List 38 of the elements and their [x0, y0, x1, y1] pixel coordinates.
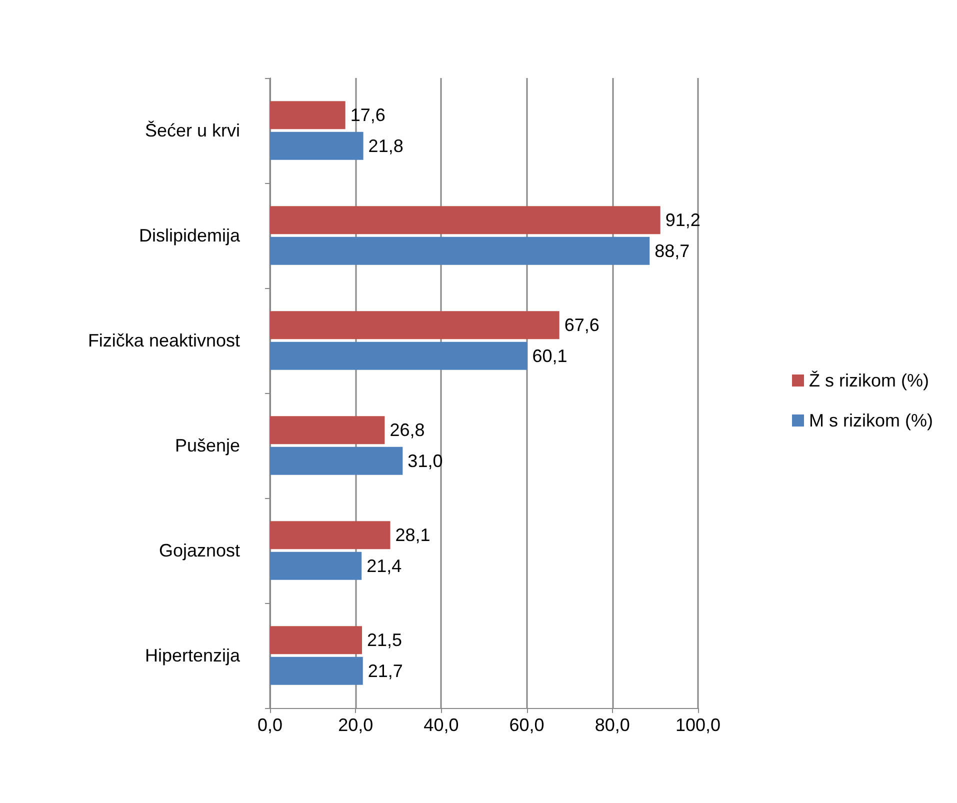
bar — [270, 101, 346, 130]
bar — [270, 521, 390, 550]
x-tick-label: 60,0 — [509, 715, 544, 735]
bar — [270, 626, 362, 654]
data-label: 21,8 — [368, 136, 404, 156]
data-label: 67,6 — [564, 315, 600, 336]
y-tick-label: Hipertenzija — [144, 646, 241, 666]
x-tick-label: 80,0 — [594, 715, 630, 735]
bar — [270, 342, 528, 370]
y-tick-label: Pušenje — [174, 436, 240, 456]
bar — [270, 656, 363, 685]
bar — [270, 446, 403, 475]
legend-label: M s rizikom (%) — [809, 410, 934, 430]
data-label: 91,2 — [665, 210, 700, 230]
bar — [270, 206, 660, 234]
y-tick-label: Šećer u krvi — [144, 120, 240, 140]
data-label: 60,1 — [532, 346, 568, 366]
x-tick-label: 40,0 — [424, 715, 459, 735]
data-label: 21,5 — [367, 630, 402, 650]
y-tick-label: Fizička neaktivnost — [88, 330, 240, 350]
bar — [270, 132, 364, 160]
bar — [270, 552, 362, 580]
bar — [270, 311, 560, 340]
bar — [270, 236, 650, 265]
legend-label: Ž s rizikom (%) — [809, 370, 930, 390]
data-label: 21,7 — [368, 660, 403, 681]
data-label: 31,0 — [408, 450, 443, 471]
y-tick-label: Dislipidemija — [138, 226, 241, 246]
bar — [270, 416, 385, 444]
data-label: 28,1 — [395, 525, 430, 546]
data-label: 88,7 — [654, 240, 690, 261]
x-tick-label: 20,0 — [338, 715, 374, 735]
y-tick-label: Gojaznost — [158, 540, 240, 560]
data-label: 17,6 — [350, 105, 386, 126]
data-label: 26,8 — [390, 420, 425, 440]
x-tick-label: 100,0 — [675, 715, 721, 735]
data-label: 21,4 — [366, 556, 402, 576]
x-tick-label: 0,0 — [257, 715, 283, 735]
